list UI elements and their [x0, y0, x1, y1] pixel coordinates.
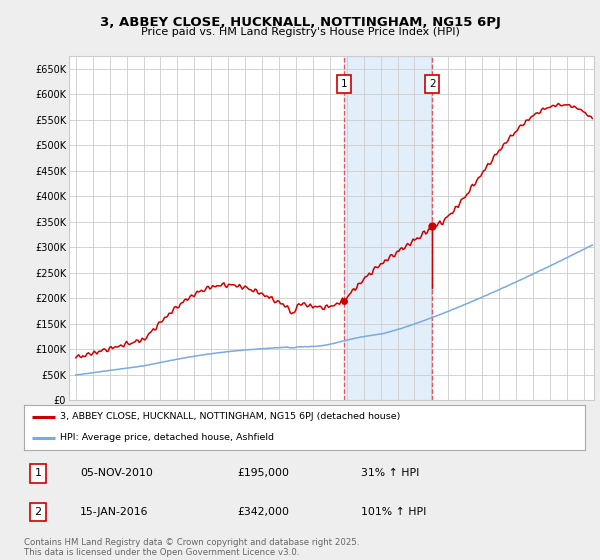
Text: 15-JAN-2016: 15-JAN-2016 [80, 507, 149, 517]
Text: Price paid vs. HM Land Registry's House Price Index (HPI): Price paid vs. HM Land Registry's House … [140, 27, 460, 37]
Text: 3, ABBEY CLOSE, HUCKNALL, NOTTINGHAM, NG15 6PJ (detached house): 3, ABBEY CLOSE, HUCKNALL, NOTTINGHAM, NG… [61, 413, 401, 422]
Text: HPI: Average price, detached house, Ashfield: HPI: Average price, detached house, Ashf… [61, 433, 274, 442]
Text: 3, ABBEY CLOSE, HUCKNALL, NOTTINGHAM, NG15 6PJ: 3, ABBEY CLOSE, HUCKNALL, NOTTINGHAM, NG… [100, 16, 500, 29]
Text: Contains HM Land Registry data © Crown copyright and database right 2025.
This d: Contains HM Land Registry data © Crown c… [24, 538, 359, 557]
Text: 2: 2 [34, 507, 41, 517]
Text: 31% ↑ HPI: 31% ↑ HPI [361, 468, 419, 478]
Text: 101% ↑ HPI: 101% ↑ HPI [361, 507, 426, 517]
Text: 05-NOV-2010: 05-NOV-2010 [80, 468, 153, 478]
Text: £195,000: £195,000 [237, 468, 289, 478]
Text: 1: 1 [341, 79, 347, 89]
Text: £342,000: £342,000 [237, 507, 289, 517]
Bar [344, 56, 432, 400]
Text: 1: 1 [35, 468, 41, 478]
Text: 2: 2 [429, 79, 436, 89]
